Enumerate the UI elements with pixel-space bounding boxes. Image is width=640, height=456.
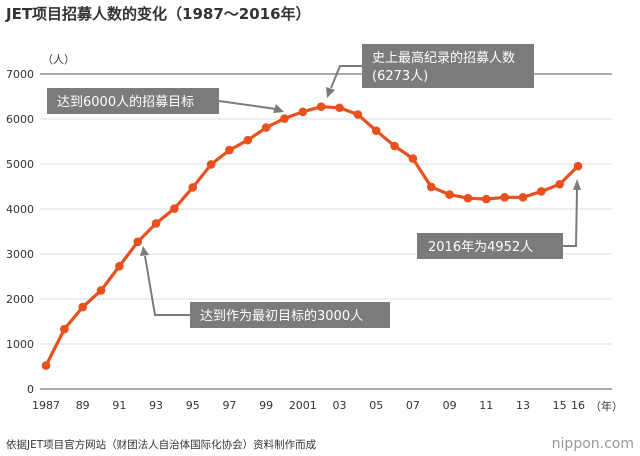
- x-tick-label: 09: [443, 399, 457, 412]
- annotation-text-line2: (6273人): [372, 69, 428, 84]
- y-tick-label: 5000: [6, 158, 34, 171]
- source-note: 依据JET项目官方网站（财团法人自治体国际化协会）资料制作而成: [6, 438, 317, 451]
- x-tick-label: 11: [479, 399, 493, 412]
- annotation-text: 达到作为最初目标的3000人: [200, 308, 363, 324]
- data-point: [280, 114, 289, 123]
- data-point: [426, 182, 436, 192]
- annotation-text: 达到6000人的招募目标: [57, 94, 194, 110]
- grid: [40, 73, 612, 390]
- data-point: [463, 193, 473, 203]
- x-tick-labels: 1987 89 91 93 95 97 99 2001 03 05 07 09 11 13 15 16: [32, 399, 585, 412]
- annotation-arrowhead: [326, 87, 335, 98]
- annotation-text: 2016年为4952人: [428, 240, 533, 255]
- annotation-arrowhead: [573, 179, 581, 190]
- y-tick-label: 2000: [6, 293, 34, 306]
- y-tick-label: 0: [27, 383, 34, 396]
- y-tick-label: 3000: [6, 248, 34, 261]
- data-point: [481, 194, 491, 204]
- annotation-3000-target: 达到作为最初目标的3000人: [140, 246, 390, 328]
- x-tick-label: 07: [406, 399, 420, 412]
- x-tick-label: 13: [516, 399, 530, 412]
- x-tick-label: 05: [369, 399, 383, 412]
- y-axis-unit-label: （人）: [42, 53, 75, 66]
- x-axis-unit-label: （年）: [590, 399, 623, 413]
- data-point: [555, 179, 564, 189]
- annotation-box: [362, 44, 534, 88]
- x-tick-label: 97: [222, 399, 236, 412]
- data-point: [316, 102, 326, 112]
- data-point: [78, 302, 87, 312]
- data-point: [60, 324, 69, 334]
- y-tick-label: 4000: [6, 203, 34, 216]
- data-point: [188, 183, 198, 192]
- x-tick-label: 1987: [32, 399, 60, 412]
- data-point: [243, 135, 253, 145]
- data-point: [408, 154, 418, 163]
- brand-logo: nippon.com: [552, 436, 634, 452]
- x-tick-label: 03: [333, 399, 347, 412]
- data-point: [537, 187, 546, 196]
- series: [41, 102, 583, 370]
- data-point: [573, 161, 583, 171]
- data-point: [353, 110, 363, 119]
- data-point: [170, 204, 179, 213]
- data-point: [151, 219, 161, 228]
- data-point: [445, 190, 454, 199]
- annotation-box: [417, 233, 563, 259]
- data-point: [96, 286, 106, 295]
- x-tick-label: 15: [553, 399, 567, 412]
- x-tick-label: 95: [186, 399, 200, 412]
- x-tick-label: 89: [76, 399, 90, 412]
- x-tick-label: 99: [259, 399, 273, 412]
- x-tick-label: 16: [571, 399, 585, 412]
- annotation-arrowhead: [140, 246, 149, 256]
- data-point: [133, 237, 143, 247]
- data-point: [261, 123, 271, 132]
- annotation-2016-value: 2016年为4952人: [417, 179, 581, 259]
- annotation-arrow: [218, 100, 277, 110]
- annotation-box: [47, 88, 219, 114]
- y-tick-label: 6000: [6, 113, 34, 126]
- annotation-arrow: [563, 188, 578, 247]
- data-point: [335, 103, 344, 113]
- annotation-arrow: [144, 255, 190, 316]
- annotation-arrow: [330, 65, 362, 89]
- data-point: [225, 145, 234, 155]
- x-tick-label: 91: [112, 399, 126, 412]
- x-tick-label: 93: [149, 399, 163, 412]
- data-point: [115, 261, 124, 271]
- annotation-record: 史上最高纪录的招募人数 (6273人): [326, 44, 534, 98]
- y-tick-label: 1000: [6, 338, 34, 351]
- x-tick-label: 2001: [289, 399, 317, 412]
- y-tick-labels: 0 1000 2000 3000 4000 5000 6000 7000: [6, 68, 34, 396]
- chart-title: JET项目招募人数的变化（1987～2016年）: [5, 5, 311, 23]
- annotation-text-line1: 史上最高纪录的招募人数: [372, 50, 515, 66]
- data-point: [500, 193, 509, 202]
- annotation-box: [190, 302, 390, 328]
- data-point: [298, 107, 308, 117]
- annotation-arrowhead: [273, 104, 284, 113]
- data-point: [206, 160, 216, 169]
- data-point: [371, 126, 381, 135]
- data-point: [390, 141, 399, 151]
- data-point: [518, 193, 528, 202]
- annotation-6000-target: 达到6000人的招募目标: [47, 88, 284, 114]
- y-tick-label: 7000: [6, 68, 34, 81]
- data-point: [41, 361, 51, 370]
